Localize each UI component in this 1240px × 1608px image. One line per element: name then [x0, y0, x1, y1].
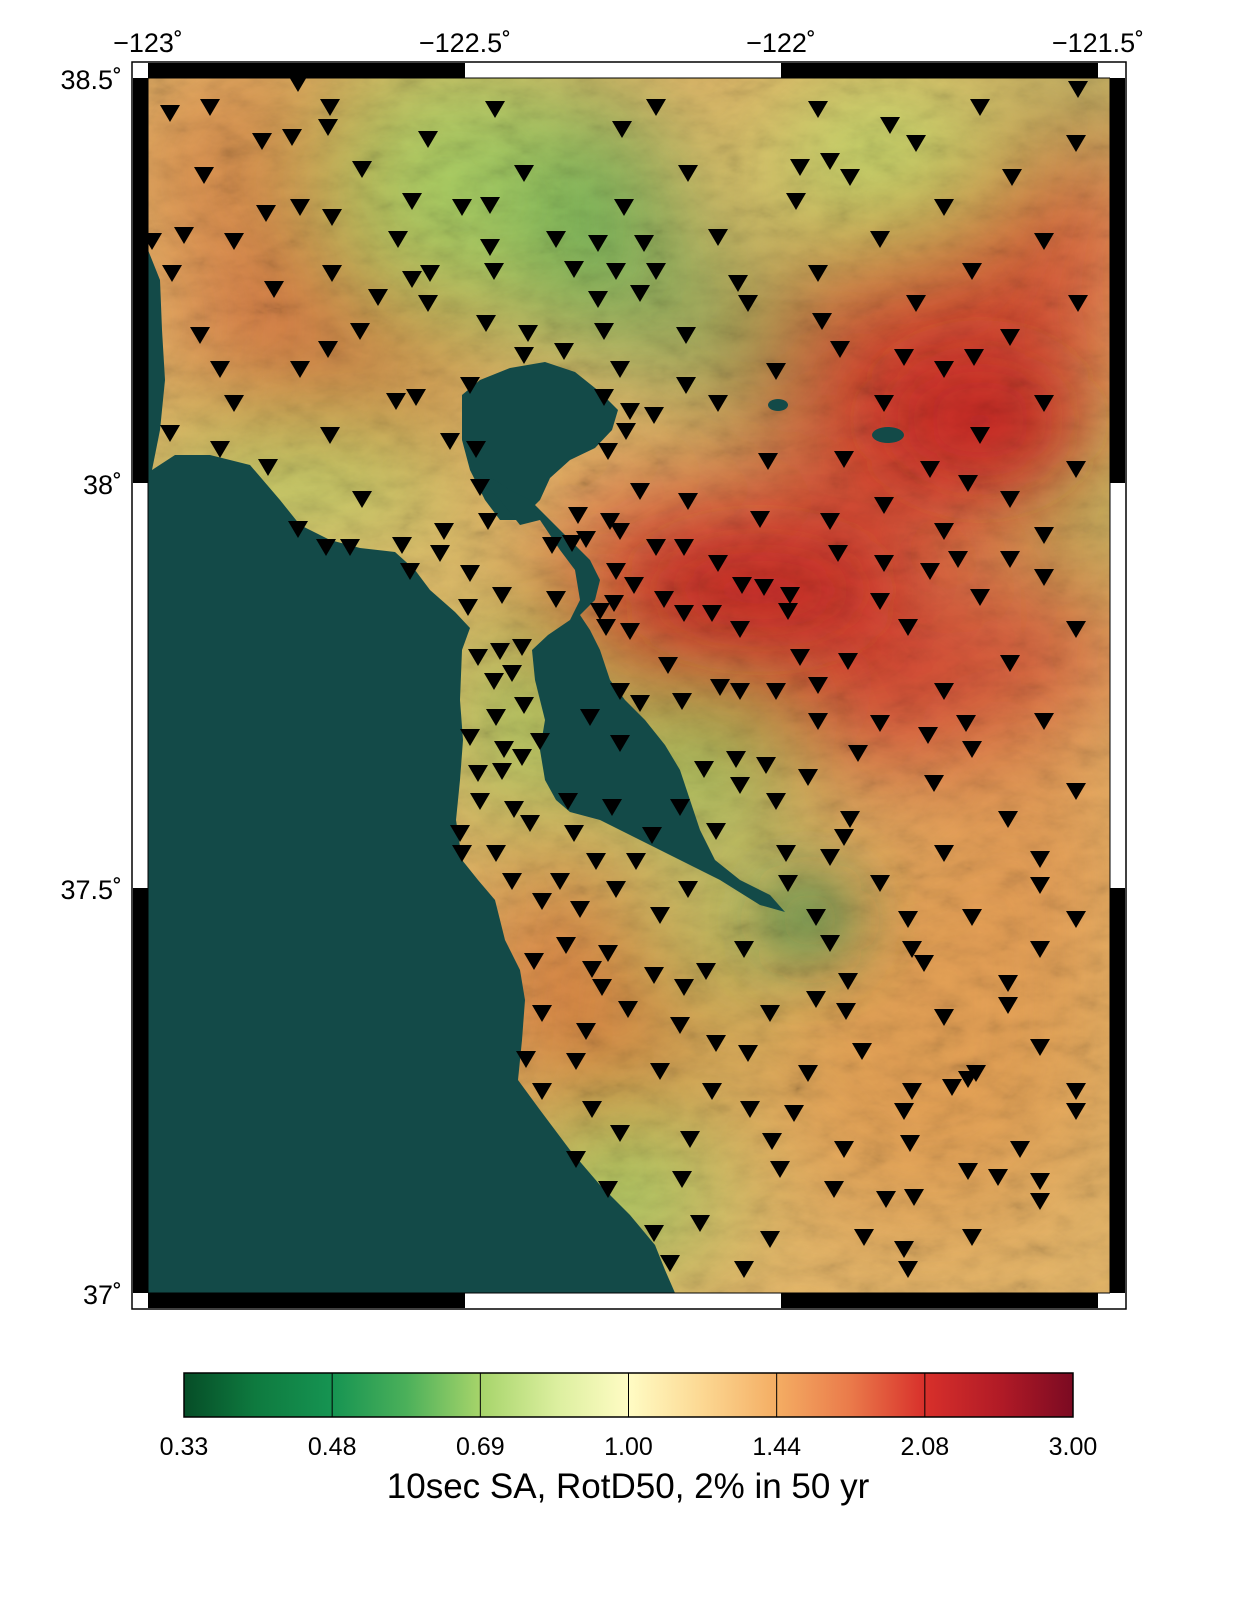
lat-tick-label: 37.5˚: [60, 875, 122, 905]
lon-tick-label: −122.5˚: [419, 28, 511, 58]
map-panel: [148, 78, 1110, 1293]
central-bay: [470, 470, 785, 912]
longitude-axis: −123˚ −122.5˚ −122˚ −121.5˚: [113, 28, 1144, 58]
colorbar-tick-label: 1.00: [604, 1433, 653, 1461]
latitude-axis: 38.5˚ 38˚ 37.5˚ 37˚: [60, 65, 122, 1310]
colorbar-tick-label: 0.33: [160, 1433, 209, 1461]
pacific-ocean: [148, 250, 675, 1293]
lat-tick-label: 38˚: [83, 470, 122, 500]
map-frame: [131, 61, 1127, 1310]
lon-tick-label: −121.5˚: [1052, 28, 1144, 58]
lake-east: [872, 427, 904, 443]
lat-tick-label: 37˚: [83, 1280, 122, 1310]
colorbar-title: 10sec SA, RotD50, 2% in 50 yr: [387, 1467, 870, 1506]
lake-berryessa-area: [768, 399, 788, 411]
colorbar-ticks: 0.33 0.48 0.69 1.00 1.44 2.08 3.00: [160, 1373, 1098, 1461]
lat-tick-label: 38.5˚: [60, 65, 122, 95]
lon-tick-label: −123˚: [113, 28, 183, 58]
lon-tick-label: −122˚: [746, 28, 816, 58]
water-bodies: [148, 250, 904, 1293]
colorbar-tick-label: 0.48: [308, 1433, 357, 1461]
colorbar-tick-label: 0.69: [456, 1433, 505, 1461]
colorbar-tick-label: 1.44: [752, 1433, 801, 1461]
colorbar: 0.33 0.48 0.69 1.00 1.44 2.08 3.00 10sec SA, R…: [160, 1372, 1098, 1506]
colorbar-tick-label: 2.08: [900, 1433, 949, 1461]
san-pablo-bay: [462, 362, 618, 520]
colorbar-tick-label: 3.00: [1049, 1433, 1098, 1461]
